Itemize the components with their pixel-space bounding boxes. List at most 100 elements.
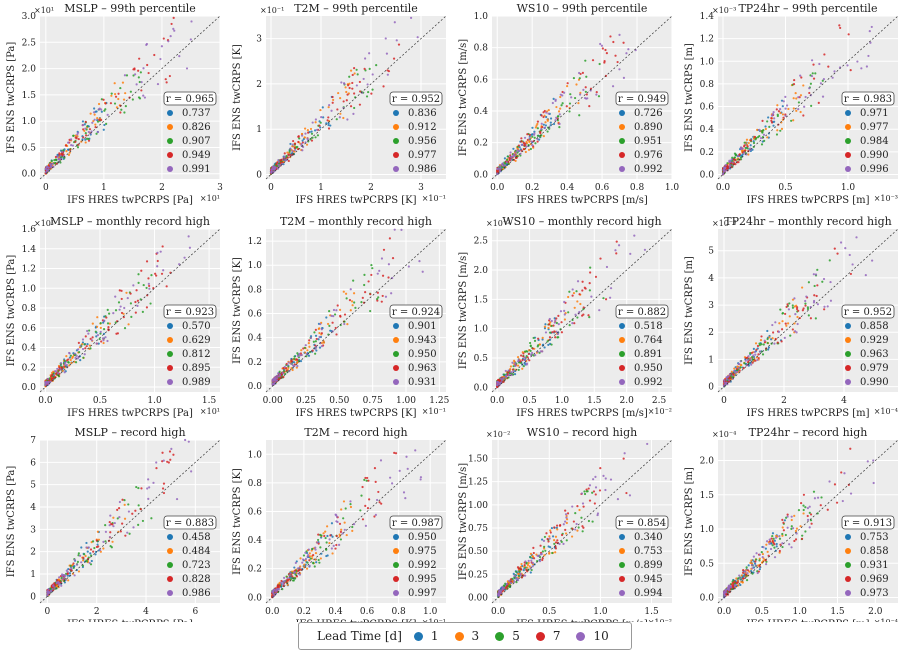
point-lead-5: [310, 132, 314, 135]
point-lead-3: [735, 577, 738, 580]
point-lead-10: [788, 543, 791, 546]
point-lead-5: [745, 579, 749, 582]
point-lead-10: [806, 507, 810, 510]
point-lead-7: [566, 82, 569, 85]
point-lead-7: [520, 140, 523, 143]
point-lead-5: [355, 68, 358, 71]
point-lead-5: [506, 155, 509, 158]
point-lead-7: [146, 63, 149, 67]
point-lead-10: [792, 527, 795, 530]
point-lead-5: [569, 93, 572, 96]
point-lead-7: [806, 514, 809, 518]
point-lead-1: [771, 532, 775, 535]
point-lead-10: [781, 542, 784, 545]
point-lead-3: [344, 86, 347, 89]
r-series-value: 0.986: [408, 164, 437, 175]
point-lead-10: [93, 118, 96, 121]
point-lead-7: [793, 539, 796, 543]
point-lead-7: [382, 85, 385, 88]
point-lead-3: [781, 526, 784, 529]
point-lead-10: [169, 35, 172, 38]
point-lead-7: [276, 161, 279, 164]
point-lead-5: [536, 127, 539, 130]
point-lead-10: [340, 81, 343, 84]
r-series-marker: [167, 138, 173, 144]
y-axis-exponent: ×10¹: [34, 6, 54, 15]
point-lead-3: [795, 527, 799, 530]
point-lead-10: [773, 556, 777, 559]
point-lead-5: [784, 533, 787, 537]
x-axis-label: IFS HRES twPCRPS [m]: [746, 619, 869, 622]
point-lead-10: [156, 82, 160, 86]
r-series-value: 0.956: [408, 136, 437, 147]
point-lead-10: [84, 127, 87, 130]
point-lead-7: [345, 99, 348, 102]
point-lead-3: [300, 132, 304, 136]
point-lead-7: [170, 22, 173, 26]
point-lead-3: [319, 108, 322, 112]
point-lead-10: [386, 73, 389, 76]
point-lead-7: [346, 93, 349, 96]
x-tick-label: 0.8: [630, 183, 645, 193]
point-lead-7: [60, 153, 63, 156]
point-lead-7: [601, 47, 604, 50]
point-lead-3: [740, 574, 743, 577]
point-lead-7: [74, 140, 77, 143]
point-lead-7: [616, 60, 619, 64]
point-lead-5: [560, 104, 563, 107]
x-tick-label: 1.0: [793, 607, 808, 617]
point-lead-7: [370, 92, 373, 95]
point-lead-1: [327, 123, 330, 127]
point-lead-5: [110, 92, 113, 95]
y-tick-label: 1.0: [474, 12, 489, 22]
point-lead-5: [755, 558, 758, 561]
point-lead-5: [503, 162, 507, 165]
point-lead-10: [185, 67, 189, 70]
point-lead-5: [802, 508, 805, 512]
point-lead-7: [833, 483, 837, 486]
point-lead-7: [526, 138, 529, 141]
point-lead-10: [393, 21, 396, 24]
point-lead-10: [362, 77, 365, 81]
point-lead-5: [802, 504, 805, 507]
point-lead-10: [61, 150, 64, 153]
point-lead-3: [339, 112, 342, 115]
legend-item-10: 10: [576, 629, 609, 643]
point-lead-3: [65, 150, 68, 153]
point-lead-3: [765, 543, 768, 546]
point-lead-10: [738, 574, 741, 577]
point-lead-3: [525, 140, 528, 143]
point-lead-7: [74, 136, 77, 139]
point-lead-7: [102, 98, 105, 101]
data-points: [44, 16, 193, 175]
point-lead-7: [119, 111, 122, 114]
point-lead-10: [278, 164, 282, 167]
point-lead-5: [353, 106, 356, 110]
point-lead-10: [142, 94, 145, 97]
r-overall-label: r = 0.952: [392, 94, 440, 105]
legend-marker-3: [454, 631, 464, 641]
point-lead-3: [124, 92, 127, 95]
point-lead-7: [794, 538, 798, 541]
point-lead-7: [77, 137, 80, 141]
point-lead-10: [765, 540, 769, 543]
point-lead-1: [325, 122, 328, 125]
point-lead-5: [758, 559, 761, 562]
point-lead-5: [365, 95, 369, 98]
point-lead-1: [93, 107, 96, 110]
point-lead-3: [579, 91, 582, 94]
point-lead-10: [765, 563, 768, 566]
point-lead-5: [113, 102, 117, 105]
point-lead-7: [786, 513, 789, 516]
point-lead-10: [271, 165, 274, 168]
point-lead-7: [98, 118, 101, 122]
point-lead-3: [345, 90, 348, 94]
legend-item-7: 7: [535, 629, 560, 643]
point-lead-10: [314, 118, 317, 121]
point-lead-10: [582, 88, 585, 92]
point-lead-3: [314, 121, 317, 124]
point-lead-1: [739, 583, 742, 587]
point-lead-5: [597, 95, 601, 98]
point-lead-10: [808, 526, 811, 529]
